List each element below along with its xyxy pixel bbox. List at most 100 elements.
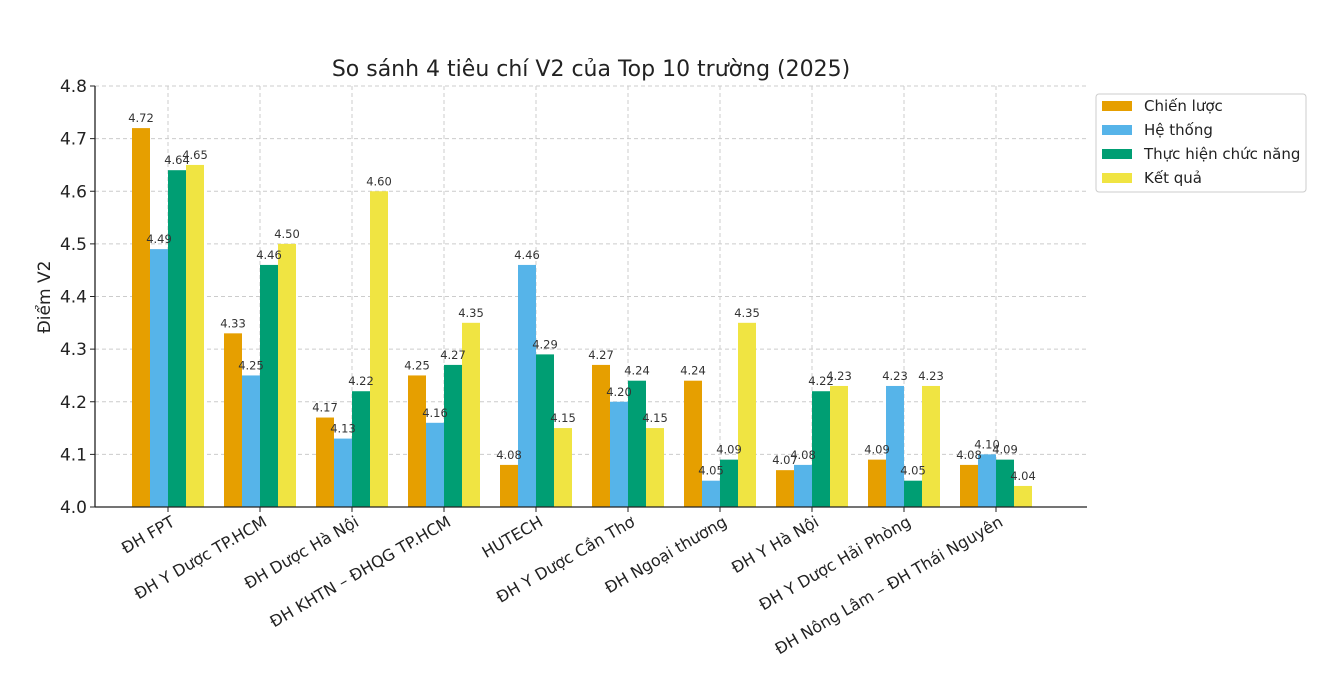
data-label: 4.49 (146, 232, 172, 246)
data-label: 4.23 (882, 369, 908, 383)
legend-swatch (1102, 149, 1132, 159)
legend-label: Thực hiện chức năng (1143, 145, 1300, 163)
data-label: 4.22 (808, 374, 834, 388)
data-label: 4.46 (256, 248, 282, 262)
data-label: 4.24 (624, 364, 650, 378)
bar (224, 333, 242, 507)
data-label: 4.27 (588, 348, 614, 362)
bar (168, 170, 186, 507)
bar (996, 459, 1014, 507)
bar (646, 428, 664, 507)
bar (794, 464, 812, 507)
bar (260, 264, 278, 507)
legend-label: Hệ thống (1144, 121, 1213, 139)
y-tick-label: 4.1 (60, 445, 87, 465)
bar (868, 459, 886, 507)
x-tick-label: ĐH FPT (118, 512, 178, 558)
legend-swatch (1102, 173, 1132, 183)
bar (500, 464, 518, 507)
bar (830, 385, 848, 507)
bar (150, 249, 168, 507)
bar (426, 422, 444, 507)
data-label: 4.29 (532, 337, 558, 351)
x-tick-label: ĐH Y Dược Hải Phòng (756, 512, 914, 614)
bar (720, 459, 738, 507)
data-label: 4.20 (606, 385, 632, 399)
y-tick-label: 4.5 (60, 235, 87, 255)
bar (132, 128, 150, 507)
legend-label: Kết quả (1144, 169, 1202, 187)
chart-title: So sánh 4 tiêu chí V2 của Top 10 trường … (332, 57, 850, 82)
bar (518, 264, 536, 507)
y-tick-label: 4.8 (60, 77, 87, 97)
bar (738, 322, 756, 507)
data-label: 4.27 (440, 348, 466, 362)
bar (812, 391, 830, 507)
bar (922, 385, 940, 507)
bar (352, 391, 370, 507)
data-label: 4.35 (734, 306, 760, 320)
data-label: 4.46 (514, 248, 540, 262)
data-label: 4.60 (366, 174, 392, 188)
legend-label: Chiến lược (1144, 97, 1223, 115)
data-label: 4.24 (680, 364, 706, 378)
data-label: 4.35 (458, 306, 484, 320)
bar (462, 322, 480, 507)
bar (592, 364, 610, 507)
data-label: 4.09 (992, 443, 1018, 457)
legend-swatch (1102, 125, 1132, 135)
bar (610, 401, 628, 507)
bar (554, 428, 572, 507)
data-label: 4.23 (826, 369, 852, 383)
bar (536, 354, 554, 507)
data-label: 4.04 (1010, 469, 1036, 483)
data-label: 4.50 (274, 227, 300, 241)
y-tick-label: 4.4 (60, 288, 87, 308)
y-tick-label: 4.6 (60, 182, 87, 202)
data-label: 4.08 (956, 448, 982, 462)
bar (1014, 485, 1032, 507)
y-axis-label: Điểm V2 (34, 261, 55, 334)
bar (776, 470, 794, 507)
bar (408, 375, 426, 507)
bar (444, 364, 462, 507)
data-label: 4.22 (348, 374, 374, 388)
bar (242, 375, 260, 507)
data-label: 4.05 (900, 464, 926, 478)
data-label: 4.09 (864, 443, 890, 457)
data-label: 4.08 (496, 448, 522, 462)
bar (370, 191, 388, 507)
data-label: 4.08 (790, 448, 816, 462)
data-label: 4.16 (422, 406, 448, 420)
y-tick-label: 4.2 (60, 393, 87, 413)
data-label: 4.23 (918, 369, 944, 383)
data-label: 4.25 (238, 358, 264, 372)
x-tick-label: ĐH KHTN – ĐHQG TP.HCM (267, 512, 454, 631)
data-label: 4.10 (974, 437, 1000, 451)
bar (904, 480, 922, 507)
bar (628, 380, 646, 507)
data-label: 4.15 (642, 411, 668, 425)
bar (960, 464, 978, 507)
data-label: 4.13 (330, 422, 356, 436)
data-label: 4.25 (404, 358, 430, 372)
x-tick-label: HUTECH (479, 512, 546, 562)
y-tick-label: 4.7 (60, 130, 87, 150)
data-label: 4.72 (128, 111, 154, 125)
data-label: 4.33 (220, 316, 246, 330)
bar (334, 438, 352, 507)
data-label: 4.15 (550, 411, 576, 425)
bar (886, 385, 904, 507)
bar (186, 164, 204, 507)
bar (978, 454, 996, 507)
legend-swatch (1102, 101, 1132, 111)
data-label: 4.07 (772, 453, 798, 467)
data-label: 4.05 (698, 464, 724, 478)
y-tick-label: 4.3 (60, 340, 87, 360)
data-label: 4.64 (164, 153, 190, 167)
bar (684, 380, 702, 507)
data-label: 4.65 (182, 148, 208, 162)
legend-box (1095, 93, 1307, 193)
bar (278, 243, 296, 507)
